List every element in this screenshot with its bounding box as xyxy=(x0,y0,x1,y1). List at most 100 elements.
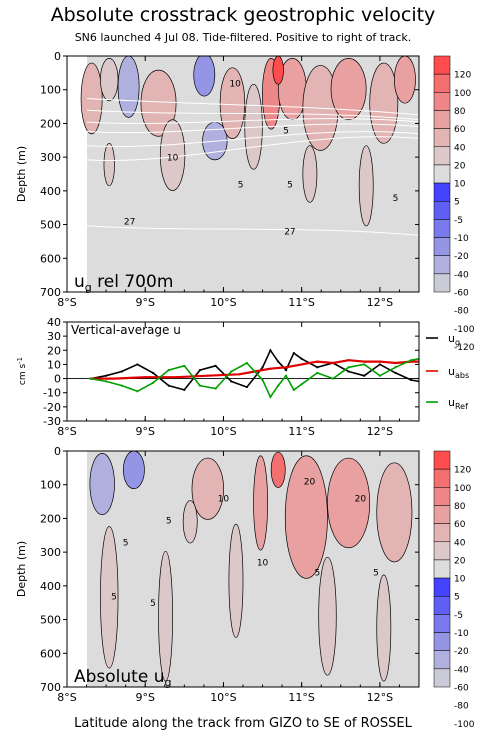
series-point xyxy=(269,395,272,399)
series-point xyxy=(363,360,366,363)
legend-entry: uabs xyxy=(448,365,469,380)
series-point xyxy=(410,378,413,382)
contour-region xyxy=(122,451,145,490)
x-tick-label: 9°S xyxy=(135,691,154,704)
isopycnal-line xyxy=(86,123,419,134)
series-point xyxy=(151,371,155,375)
colorbar-swatch xyxy=(433,273,451,293)
legend-entry: ug xyxy=(448,332,460,347)
series-point xyxy=(363,374,366,377)
colorbar-top: 120 100 80 60 40 20 10 5 -5 -10 -20 -40 -60 -80 -100 -1… xyxy=(433,55,475,353)
middle-ylabel: cm s-1 xyxy=(16,357,28,385)
series-point xyxy=(347,359,350,362)
x-tick-label: 12°S xyxy=(367,425,393,438)
series-point xyxy=(167,368,170,372)
middle-series xyxy=(89,348,419,399)
top-contour-labels: 10 5 5 27 27 5 5 10 xyxy=(124,79,399,237)
top-panel-label-main: u xyxy=(74,272,85,292)
middle-legend: ug uabs uRef xyxy=(426,332,469,411)
y-tick-label: 10 xyxy=(47,358,61,371)
isopycnal-line xyxy=(86,136,419,161)
series-point xyxy=(394,366,397,369)
series-point xyxy=(89,377,92,380)
contour-label: 5 xyxy=(393,194,399,204)
series-point xyxy=(378,360,381,363)
colorbar-label: 60 xyxy=(454,520,466,530)
colorbar-swatch xyxy=(433,595,451,615)
contour-label: 5 xyxy=(373,569,379,579)
contour-region xyxy=(358,145,374,227)
top-panel-label-sub: g xyxy=(85,281,92,294)
y-tick-label: 0 xyxy=(54,445,61,458)
contour-region xyxy=(272,56,284,85)
series-point xyxy=(394,371,397,375)
y-tick-label: 100 xyxy=(40,479,61,492)
colorbar-label: -100 xyxy=(454,325,475,335)
series-point xyxy=(331,361,335,365)
colorbar-swatch xyxy=(433,505,451,524)
bottom-x-axis: 8°S 9°S 10°S 11°S 12°S xyxy=(57,451,420,704)
middle-x-axis: 8°S 9°S 10°S 11°S 12°S xyxy=(57,322,420,438)
series-point xyxy=(237,373,241,376)
colorbar-swatch xyxy=(433,523,451,543)
series-point xyxy=(300,383,303,386)
series-point xyxy=(316,371,319,375)
colorbar-swatch xyxy=(433,73,451,93)
series-point xyxy=(363,363,366,366)
top-ylabel: Depth (m) xyxy=(15,146,28,202)
series-point xyxy=(105,380,108,383)
contour-region xyxy=(284,455,328,579)
y-tick-label: 500 xyxy=(40,614,61,627)
colorbar-label: 40 xyxy=(454,538,466,548)
y-tick-label: 400 xyxy=(40,185,61,198)
colorbar-swatch xyxy=(433,55,451,75)
colorbar-label: 100 xyxy=(454,89,471,99)
colorbar-swatch xyxy=(433,219,451,238)
series-point xyxy=(120,384,123,387)
middle-background xyxy=(67,322,419,421)
x-tick-label: 12°S xyxy=(367,691,393,704)
colorbar-label: 10 xyxy=(454,180,466,190)
y-tick-label: 20 xyxy=(47,344,61,357)
series-point xyxy=(167,384,170,387)
x-axis-label: Latitude along the track from GIZO to SE… xyxy=(74,716,412,731)
legend-entry: uRef xyxy=(448,396,468,411)
series-line-abs xyxy=(90,359,419,380)
series-point xyxy=(331,377,335,380)
contour-region xyxy=(117,56,140,118)
series-point xyxy=(316,360,319,363)
middle-ylabel-sup: -1 xyxy=(16,357,24,364)
contour-region xyxy=(100,58,119,102)
series-point xyxy=(292,388,295,391)
colorbar-swatch xyxy=(433,559,451,579)
contour-region xyxy=(318,556,337,676)
series-point xyxy=(292,352,295,355)
series-point xyxy=(245,361,249,365)
x-tick-label: 8°S xyxy=(57,691,76,704)
series-point xyxy=(261,378,264,382)
y-tick-label: -20 xyxy=(43,401,61,414)
y-tick-label: 600 xyxy=(40,647,61,660)
bottom-contour-labels: 20 20 10 5 5 5 5 10 5 5 xyxy=(111,478,379,609)
series-point xyxy=(198,384,202,387)
colorbar-swatch xyxy=(433,182,451,202)
bottom-panel: 20 20 10 5 5 5 5 10 5 5 0 100 200 300 400 500 600 700 8°… xyxy=(15,445,420,704)
colorbar-swatch xyxy=(433,255,451,275)
colorbar-label: -10 xyxy=(454,629,469,639)
contour-label: 20 xyxy=(304,478,316,488)
colorbar-swatch xyxy=(433,200,451,220)
contour-label: 5 xyxy=(238,180,244,190)
contour-region xyxy=(394,56,416,104)
series-point xyxy=(144,376,147,379)
colorbar-label: -20 xyxy=(454,252,469,262)
y-tick-label: 700 xyxy=(40,681,61,694)
contour-region xyxy=(140,69,177,137)
top-panel-label: ug rel 700m xyxy=(74,272,173,294)
chart-subtitle: SN6 launched 4 Jul 08. Tide-filtered. Po… xyxy=(75,31,412,44)
contour-label: 27 xyxy=(124,218,135,228)
colorbar-label: -60 xyxy=(454,289,469,299)
colorbar-label: 40 xyxy=(454,143,466,153)
contour-region xyxy=(376,462,413,563)
colorbar-swatch xyxy=(433,237,451,256)
